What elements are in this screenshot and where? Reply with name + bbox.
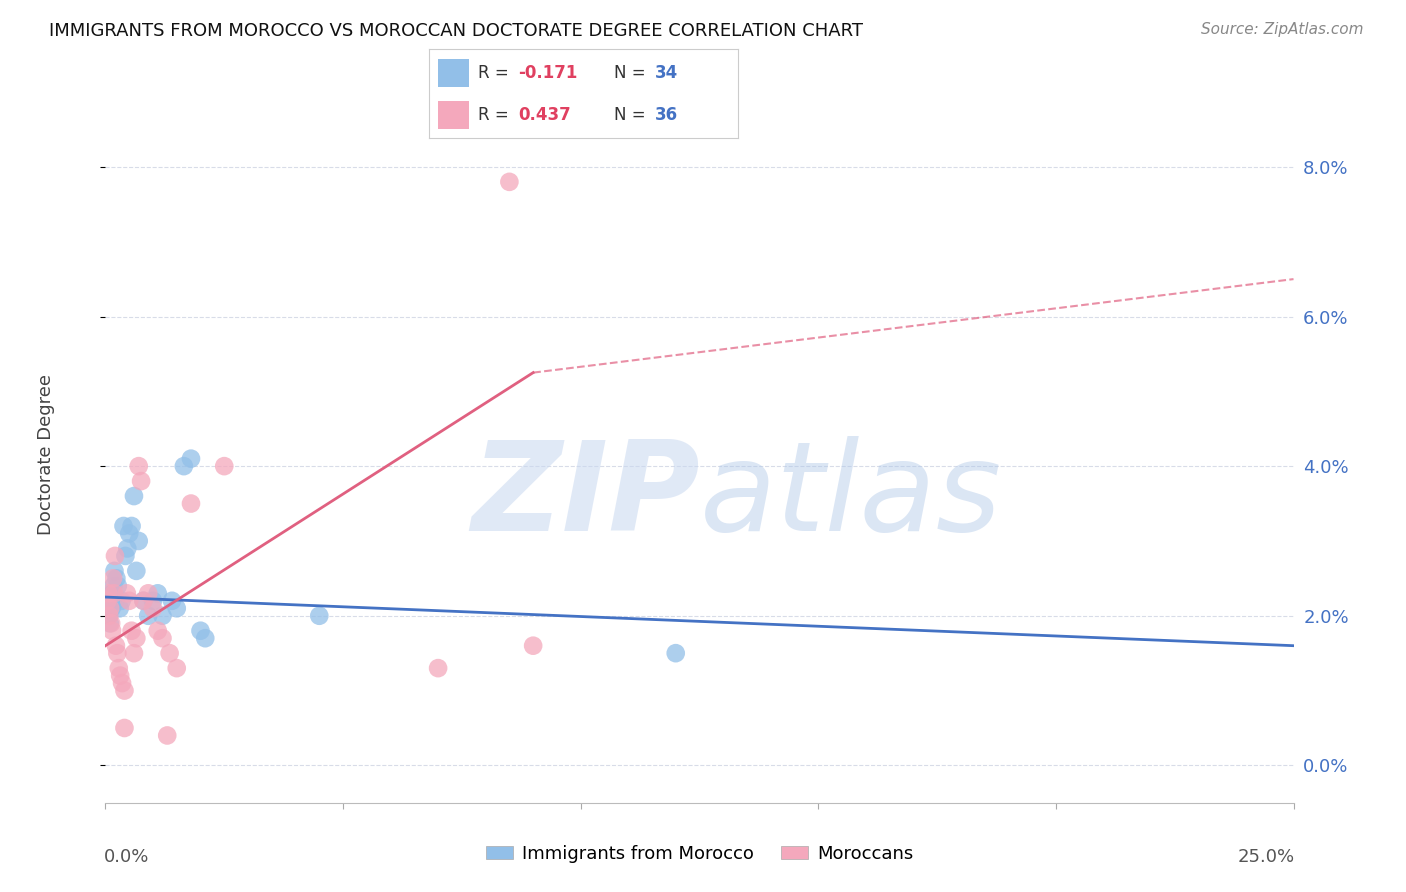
Point	[136, 586, 159, 600]
Point	[117, 541, 139, 556]
Point	[114, 721, 136, 735]
Point	[152, 608, 174, 623]
Point	[121, 519, 143, 533]
Point	[110, 594, 132, 608]
Point	[129, 474, 152, 488]
Point	[103, 586, 125, 600]
Point	[166, 601, 188, 615]
Point	[160, 594, 183, 608]
Point	[214, 459, 236, 474]
Text: N =: N =	[614, 106, 651, 124]
Text: -0.171: -0.171	[519, 64, 578, 82]
Text: atlas: atlas	[700, 436, 1001, 558]
Text: ZIP: ZIP	[471, 436, 700, 558]
FancyBboxPatch shape	[439, 59, 470, 87]
Point	[132, 594, 155, 608]
Point	[498, 175, 520, 189]
Point	[665, 646, 688, 660]
Point	[98, 601, 121, 615]
Point	[190, 624, 212, 638]
Legend: Immigrants from Morocco, Moroccans: Immigrants from Morocco, Moroccans	[478, 838, 921, 871]
Point	[105, 571, 128, 585]
Text: 25.0%: 25.0%	[1237, 848, 1295, 866]
Point	[173, 459, 195, 474]
Point	[112, 519, 135, 533]
Text: IMMIGRANTS FROM MOROCCO VS MOROCCAN DOCTORATE DEGREE CORRELATION CHART: IMMIGRANTS FROM MOROCCO VS MOROCCAN DOCT…	[49, 22, 863, 40]
Point	[159, 646, 181, 660]
Text: 34: 34	[655, 64, 678, 82]
Point	[97, 586, 120, 600]
Point	[98, 616, 121, 631]
Point	[166, 661, 188, 675]
Point	[97, 601, 120, 615]
Point	[118, 526, 141, 541]
Point	[108, 668, 131, 682]
Point	[100, 594, 122, 608]
Point	[132, 594, 155, 608]
Point	[103, 579, 125, 593]
Text: Source: ZipAtlas.com: Source: ZipAtlas.com	[1201, 22, 1364, 37]
Text: R =: R =	[478, 64, 515, 82]
Point	[146, 624, 169, 638]
Point	[101, 571, 124, 585]
Point	[100, 601, 122, 615]
Point	[114, 549, 136, 563]
Point	[105, 646, 128, 660]
Point	[136, 608, 159, 623]
Point	[146, 586, 169, 600]
Point	[308, 608, 330, 623]
Text: 0.0%: 0.0%	[104, 848, 149, 866]
Text: 0.437: 0.437	[519, 106, 571, 124]
FancyBboxPatch shape	[439, 101, 470, 129]
Point	[427, 661, 450, 675]
Point	[180, 497, 202, 511]
Point	[156, 729, 179, 743]
Point	[125, 564, 148, 578]
Point	[128, 459, 150, 474]
Point	[115, 586, 138, 600]
Point	[103, 564, 125, 578]
Point	[101, 586, 124, 600]
Point	[125, 631, 148, 645]
Point	[96, 594, 118, 608]
Text: Doctorate Degree: Doctorate Degree	[37, 375, 55, 535]
Point	[122, 489, 145, 503]
Point	[107, 661, 129, 675]
Point	[98, 608, 121, 623]
Point	[118, 594, 141, 608]
Point	[194, 631, 217, 645]
Point	[111, 676, 134, 690]
Point	[152, 631, 174, 645]
Text: 36: 36	[655, 106, 678, 124]
Point	[108, 601, 131, 615]
Text: R =: R =	[478, 106, 515, 124]
Point	[97, 608, 120, 623]
Point	[114, 683, 136, 698]
Point	[180, 451, 202, 466]
Point	[100, 616, 122, 631]
Point	[122, 646, 145, 660]
Point	[128, 533, 150, 548]
Point	[107, 579, 129, 593]
Text: N =: N =	[614, 64, 651, 82]
Point	[101, 624, 124, 638]
Point	[522, 639, 544, 653]
Point	[104, 549, 127, 563]
Point	[142, 594, 165, 608]
Point	[104, 594, 127, 608]
Point	[104, 639, 127, 653]
Point	[142, 601, 165, 615]
Point	[121, 624, 143, 638]
